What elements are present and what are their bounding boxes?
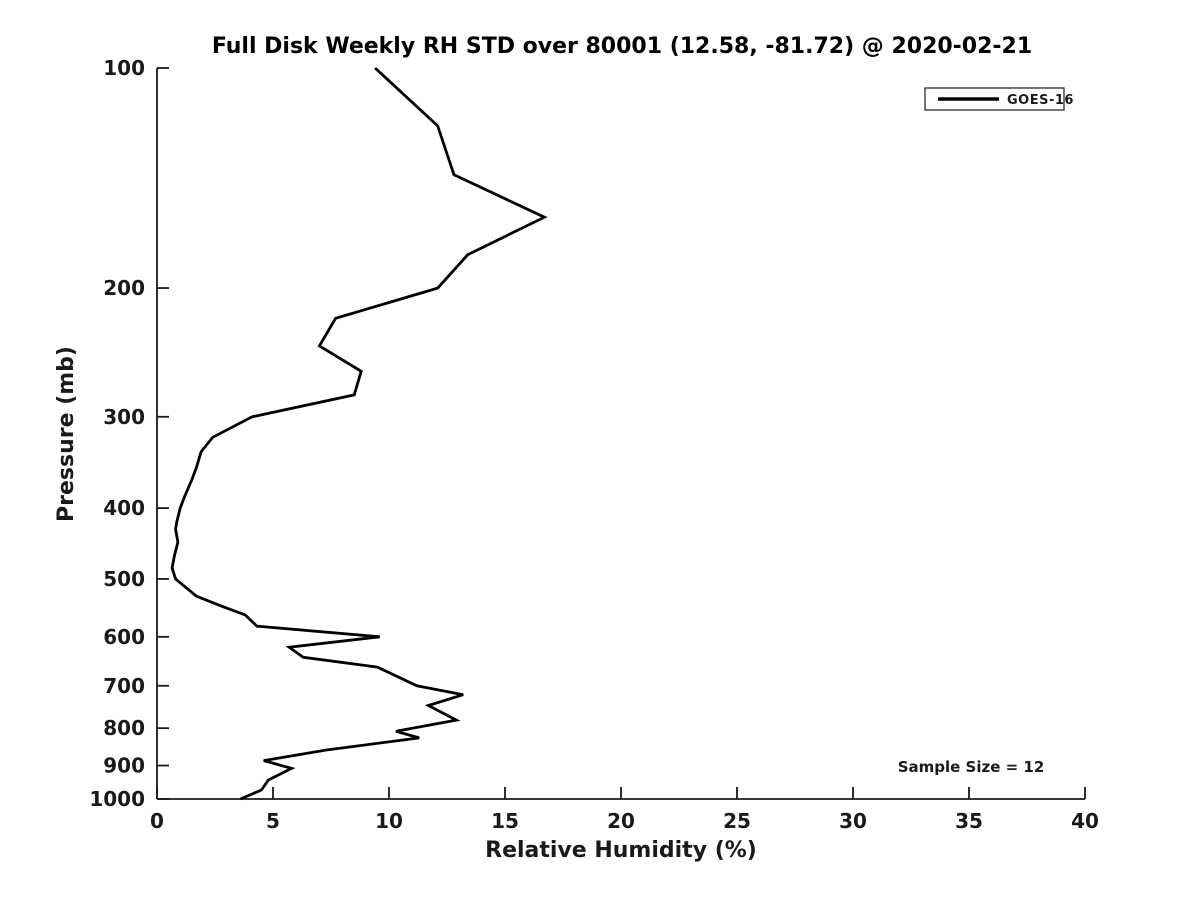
x-tick-label: 35	[955, 809, 983, 833]
y-tick-label: 400	[103, 496, 145, 520]
y-axis-label: Pressure (mb)	[54, 346, 79, 522]
legend: GOES-16	[924, 87, 1074, 111]
y-tick-label: 900	[103, 754, 145, 778]
legend-label: GOES-16	[1007, 93, 1074, 108]
y-axis-ticks: 100 200 300 400 500 600 700 800 900 1000	[89, 56, 169, 811]
x-tick-label: 5	[266, 809, 280, 833]
x-tick-label: 20	[607, 809, 635, 833]
x-tick-label: 15	[491, 809, 519, 833]
x-tick-label: 30	[839, 809, 867, 833]
y-tick-label: 1000	[89, 787, 145, 811]
x-tick-label: 40	[1071, 809, 1099, 833]
y-tick-label: 300	[103, 405, 145, 429]
y-tick-label: 800	[103, 716, 145, 740]
x-tick-label: 10	[375, 809, 403, 833]
x-axis-ticks: 0 5 10 15 20 25 30 35 40	[150, 787, 1099, 833]
x-tick-label: 25	[723, 809, 751, 833]
y-tick-label: 700	[103, 674, 145, 698]
rh-std-curve	[170, 66, 548, 801]
sample-size-annotation: Sample Size = 12	[898, 758, 1045, 776]
x-axis-label: Relative Humidity (%)	[485, 838, 757, 863]
y-tick-label: 500	[103, 567, 145, 591]
x-tick-label: 0	[150, 809, 164, 833]
chart-title: Full Disk Weekly RH STD over 80001 (12.5…	[212, 34, 1032, 59]
y-tick-label: 200	[103, 276, 145, 300]
y-tick-label: 600	[103, 625, 145, 649]
y-tick-label: 100	[103, 56, 145, 80]
